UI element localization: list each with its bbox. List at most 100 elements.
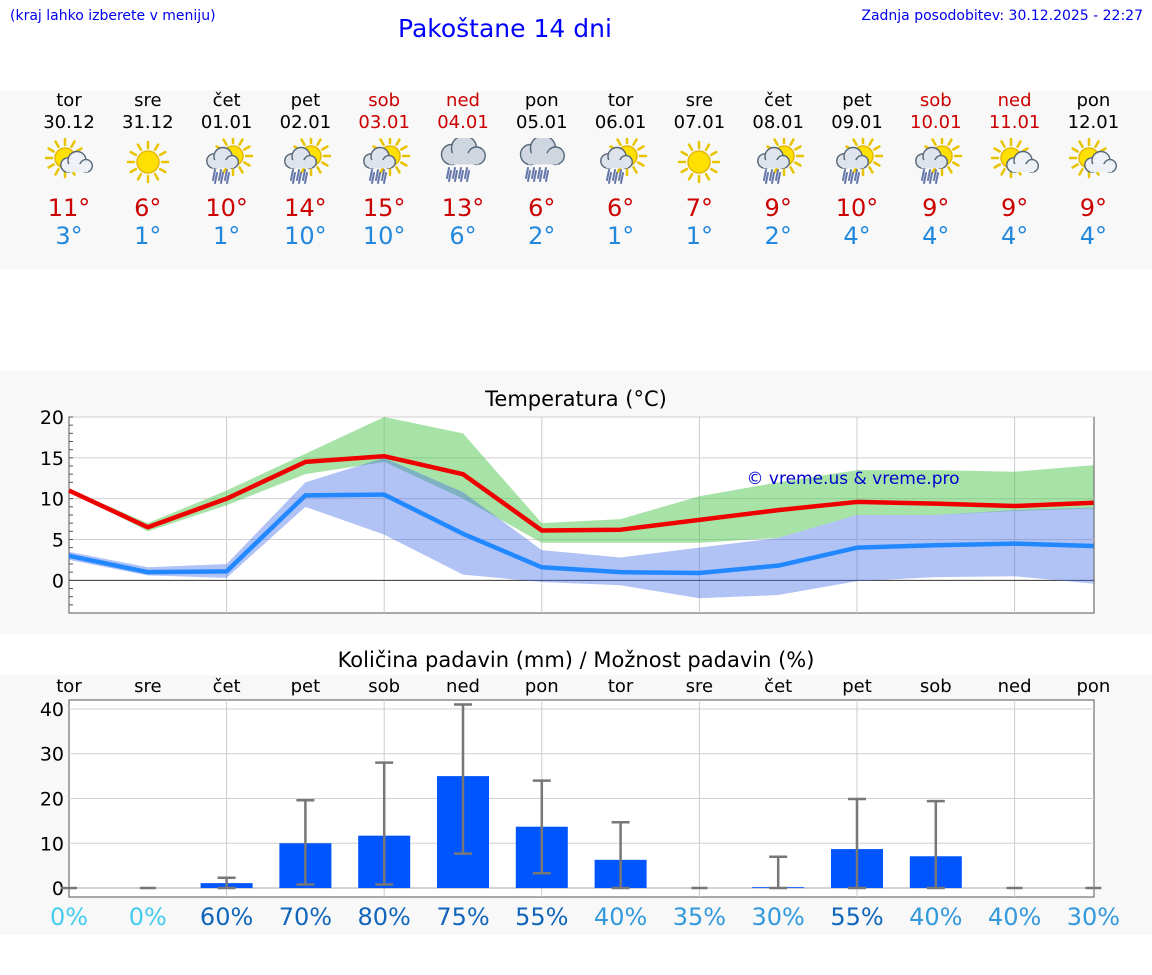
day-forecast: pon 05.01 6° 2° bbox=[502, 90, 582, 250]
day-name: sre bbox=[685, 90, 714, 111]
temp-max: 9° bbox=[1079, 194, 1108, 222]
sun-cloud-rain-icon bbox=[599, 138, 647, 184]
precipitation-y-tick: 20 bbox=[40, 789, 64, 811]
precipitation-error-bar bbox=[611, 820, 630, 890]
temperature-y-tick: 0 bbox=[52, 570, 64, 592]
temp-min: 4° bbox=[843, 222, 871, 250]
temp-min: 3° bbox=[55, 222, 83, 250]
temp-min: 1° bbox=[606, 222, 635, 250]
temp-min: 4° bbox=[1079, 222, 1108, 250]
precipitation-error-bar bbox=[217, 876, 236, 890]
temperature-chart-title: Temperatura (°C) bbox=[485, 387, 667, 411]
day-date: 01.01 bbox=[200, 112, 253, 133]
precipitation-day-label: čet bbox=[764, 676, 793, 697]
precipitation-error-bar bbox=[848, 797, 866, 890]
day-name: sob bbox=[919, 90, 952, 111]
precipitation-probability: 55% bbox=[515, 903, 569, 931]
temp-max: 10° bbox=[205, 194, 248, 222]
temperature-y-tick: 10 bbox=[40, 489, 64, 511]
day-date: 11.01 bbox=[988, 112, 1041, 133]
day-name: pon bbox=[524, 90, 559, 111]
temperature-max-range-band bbox=[69, 417, 1094, 543]
precipitation-y-tick: 10 bbox=[40, 833, 64, 855]
sun-icon bbox=[126, 140, 170, 184]
sun-cloud-icon bbox=[990, 138, 1039, 179]
precipitation-probability: 40% bbox=[909, 903, 963, 931]
temp-max: 14° bbox=[284, 194, 327, 222]
precipitation-day-label: pet bbox=[290, 676, 321, 697]
precipitation-error-bar bbox=[375, 761, 394, 886]
day-name: ned bbox=[446, 90, 480, 111]
sun-cloud-icon bbox=[1069, 138, 1118, 179]
sun-cloud-rain-icon bbox=[757, 138, 805, 184]
day-date: 07.01 bbox=[673, 112, 726, 133]
day-forecast: ned 04.01 13° 6° bbox=[423, 90, 503, 250]
day-forecast: sob 10.01 9° 4° bbox=[896, 90, 976, 250]
precipitation-probability: 80% bbox=[357, 903, 411, 931]
precipitation-probability: 30% bbox=[751, 903, 805, 931]
precipitation-day-label: tor bbox=[607, 676, 634, 697]
temp-max: 10° bbox=[835, 194, 879, 222]
precipitation-probability: 40% bbox=[987, 903, 1042, 931]
temperature-y-tick: 5 bbox=[52, 530, 64, 552]
temp-max: 9° bbox=[764, 194, 792, 222]
precipitation-probability: 40% bbox=[593, 903, 648, 931]
day-forecast: ned 11.01 9° 4° bbox=[975, 90, 1055, 250]
cloud-rain-icon bbox=[519, 138, 565, 182]
temperature-y-tick: 15 bbox=[40, 448, 64, 470]
day-forecast: sre 07.01 7° 1° bbox=[659, 90, 739, 250]
temp-min: 2° bbox=[528, 222, 556, 250]
day-forecast: pet 02.01 14° 10° bbox=[265, 90, 345, 250]
menu-hint-link[interactable]: (kraj lahko izberete v meniju) bbox=[10, 8, 216, 24]
day-date: 08.01 bbox=[752, 112, 804, 133]
precipitation-error-bar bbox=[296, 799, 315, 886]
day-forecast: sob 03.01 15° 10° bbox=[344, 90, 424, 250]
precipitation-error-bar bbox=[769, 855, 788, 890]
day-forecast: čet 08.01 9° 2° bbox=[738, 90, 818, 250]
precipitation-day-label: čet bbox=[212, 676, 241, 697]
day-forecast: pon 12.01 9° 4° bbox=[1053, 90, 1133, 250]
precipitation-chart: 0 10 20 30 40 bbox=[40, 699, 1102, 900]
temperature-max-line bbox=[68, 453, 1094, 533]
sun-cloud-rain-icon bbox=[284, 138, 332, 184]
sun-cloud-icon bbox=[44, 138, 94, 179]
day-forecast: sre 31.12 6° 1° bbox=[108, 90, 188, 250]
precipitation-probability: 60% bbox=[199, 903, 254, 931]
temp-min: 4° bbox=[1000, 222, 1029, 250]
temp-max: 9° bbox=[1000, 194, 1029, 222]
day-name: pon bbox=[1076, 90, 1111, 111]
page-title: Pakoštane 14 dni bbox=[398, 14, 612, 43]
temp-min: 4° bbox=[922, 222, 950, 250]
precipitation-error-bar bbox=[532, 779, 551, 875]
day-date: 03.01 bbox=[358, 112, 410, 133]
temp-min: 2° bbox=[764, 222, 792, 250]
precipitation-probability: 0% bbox=[128, 903, 167, 931]
day-date: 05.01 bbox=[516, 112, 568, 133]
temp-max: 11° bbox=[47, 194, 91, 222]
day-date: 09.01 bbox=[831, 112, 883, 133]
precipitation-day-label: pet bbox=[842, 676, 872, 697]
day-date: 12.01 bbox=[1067, 112, 1120, 133]
day-name: tor bbox=[607, 90, 634, 111]
day-date: 31.12 bbox=[122, 112, 174, 133]
day-name: sre bbox=[134, 90, 162, 111]
last-updated: Zadnja posodobitev: 30.12.2025 - 22:27 bbox=[861, 8, 1143, 24]
precipitation-probability: 75% bbox=[436, 903, 490, 931]
day-name: ned bbox=[997, 90, 1032, 111]
precipitation-day-label: pon bbox=[1076, 676, 1111, 697]
sun-cloud-rain-icon bbox=[914, 138, 963, 184]
precipitation-day-label: ned bbox=[446, 676, 480, 697]
precipitation-y-tick: 40 bbox=[40, 699, 64, 721]
day-name: pet bbox=[842, 90, 872, 111]
precipitation-day-label: sre bbox=[685, 676, 714, 697]
precipitation-probability: 30% bbox=[1066, 903, 1121, 931]
day-name: tor bbox=[56, 90, 82, 111]
temp-min: 1° bbox=[685, 222, 714, 250]
precipitation-day-label: sob bbox=[368, 676, 401, 697]
day-forecast-strip: tor 30.12 11° 3° sre 31.12 6° 1° čet 01.01 10° 1° pe… bbox=[0, 90, 1152, 250]
sun-cloud-rain-icon bbox=[363, 138, 411, 184]
temperature-chart: 0 5 10 15 20 © vreme.us & vreme.pro bbox=[40, 407, 1095, 614]
day-date: 06.01 bbox=[594, 112, 647, 133]
day-name: čet bbox=[212, 90, 241, 111]
precipitation-day-label: pon bbox=[524, 676, 559, 697]
